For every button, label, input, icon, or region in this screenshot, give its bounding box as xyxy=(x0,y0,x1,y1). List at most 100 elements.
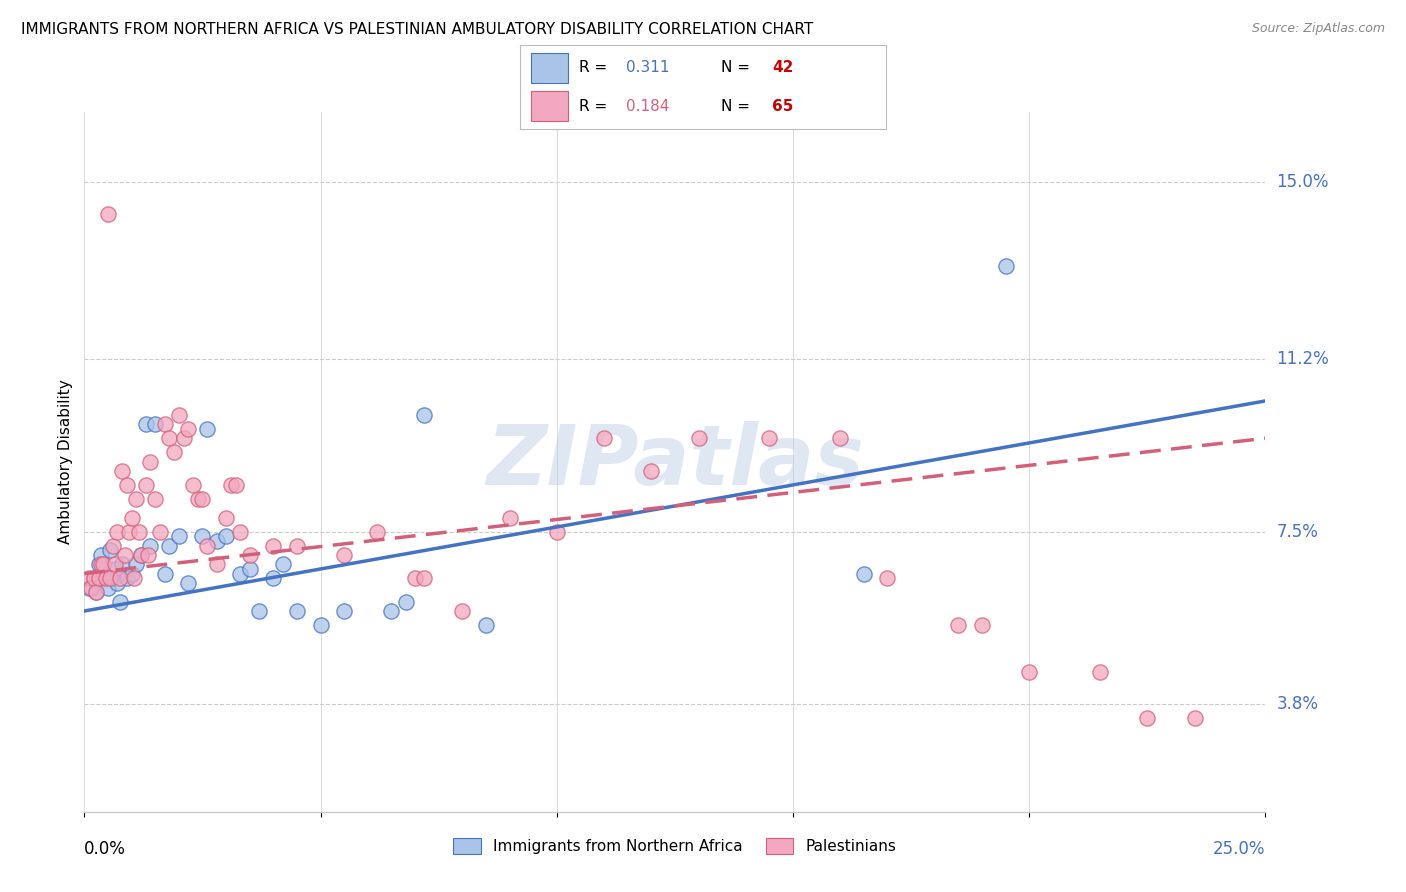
Point xyxy=(80,581,103,595)
Point xyxy=(115,571,138,585)
Point xyxy=(101,539,124,553)
Y-axis label: Ambulatory Disability: Ambulatory Disability xyxy=(58,379,73,544)
Point xyxy=(215,510,238,524)
Point xyxy=(91,558,114,572)
Text: 15.0%: 15.0% xyxy=(1277,172,1329,191)
Text: R =: R = xyxy=(579,61,612,76)
Point xyxy=(413,571,436,585)
Bar xyxy=(531,54,568,83)
Point xyxy=(83,571,105,585)
Point xyxy=(87,558,110,572)
Text: 0.184: 0.184 xyxy=(626,98,669,113)
Point xyxy=(1088,665,1111,679)
Point xyxy=(309,618,332,632)
Point xyxy=(380,604,402,618)
Point xyxy=(122,571,145,585)
Point xyxy=(97,207,120,221)
Point xyxy=(239,562,262,576)
Point xyxy=(852,566,875,581)
Point xyxy=(167,408,190,422)
Point xyxy=(143,417,166,432)
Point xyxy=(181,478,204,492)
Point xyxy=(195,539,218,553)
Point xyxy=(114,548,136,562)
Point xyxy=(366,524,388,539)
Text: 0.0%: 0.0% xyxy=(84,839,127,858)
Point xyxy=(404,571,426,585)
Legend: Immigrants from Northern Africa, Palestinians: Immigrants from Northern Africa, Palesti… xyxy=(447,832,903,860)
Point xyxy=(108,571,131,585)
Point xyxy=(118,524,141,539)
Point xyxy=(640,464,662,478)
Point xyxy=(157,431,180,445)
Point xyxy=(225,478,247,492)
Point xyxy=(153,417,176,432)
Point xyxy=(129,548,152,562)
Point xyxy=(177,576,200,591)
Point xyxy=(163,445,186,459)
Point xyxy=(104,558,127,572)
Point xyxy=(498,510,520,524)
Point xyxy=(128,524,150,539)
Point xyxy=(167,529,190,543)
Text: 25.0%: 25.0% xyxy=(1213,839,1265,858)
Point xyxy=(758,431,780,445)
Point xyxy=(195,422,218,436)
Point xyxy=(153,566,176,581)
Text: IMMIGRANTS FROM NORTHERN AFRICA VS PALESTINIAN AMBULATORY DISABILITY CORRELATION: IMMIGRANTS FROM NORTHERN AFRICA VS PALES… xyxy=(21,22,813,37)
Point xyxy=(90,548,112,562)
Point xyxy=(90,558,112,572)
Point xyxy=(115,478,138,492)
Point xyxy=(139,455,162,469)
Point xyxy=(215,529,238,543)
Point xyxy=(125,558,148,572)
Point xyxy=(104,562,127,576)
Point xyxy=(688,431,710,445)
Point xyxy=(111,558,134,572)
Point xyxy=(173,431,195,445)
Point xyxy=(149,524,172,539)
Point xyxy=(91,571,114,585)
Point xyxy=(129,548,152,562)
Point xyxy=(98,571,121,585)
Point xyxy=(108,594,131,608)
Point xyxy=(191,529,214,543)
Point xyxy=(285,604,308,618)
Text: Source: ZipAtlas.com: Source: ZipAtlas.com xyxy=(1251,22,1385,36)
Point xyxy=(77,581,100,595)
Point xyxy=(121,510,143,524)
Text: ZIPatlas: ZIPatlas xyxy=(486,421,863,502)
Text: R =: R = xyxy=(579,98,612,113)
Point xyxy=(229,524,252,539)
Point xyxy=(948,618,970,632)
Point xyxy=(111,464,134,478)
Point xyxy=(98,543,121,558)
Point xyxy=(546,524,568,539)
Point xyxy=(333,604,356,618)
Point xyxy=(135,417,157,432)
Point xyxy=(413,408,436,422)
Text: 42: 42 xyxy=(772,61,794,76)
Point xyxy=(262,539,284,553)
Point xyxy=(84,585,107,599)
Point xyxy=(876,571,898,585)
Point xyxy=(830,431,852,445)
Point xyxy=(219,478,242,492)
Point xyxy=(394,594,416,608)
Point xyxy=(970,618,993,632)
Point xyxy=(157,539,180,553)
Text: 11.2%: 11.2% xyxy=(1277,350,1329,368)
Text: 65: 65 xyxy=(772,98,794,113)
Point xyxy=(229,566,252,581)
Text: 7.5%: 7.5% xyxy=(1277,523,1319,541)
Point xyxy=(125,491,148,506)
Point xyxy=(135,478,157,492)
Point xyxy=(1184,711,1206,725)
Text: N =: N = xyxy=(721,98,755,113)
Point xyxy=(107,576,129,591)
Text: N =: N = xyxy=(721,61,755,76)
Point xyxy=(139,539,162,553)
Point xyxy=(94,571,117,585)
Bar xyxy=(531,91,568,120)
Point xyxy=(191,491,214,506)
